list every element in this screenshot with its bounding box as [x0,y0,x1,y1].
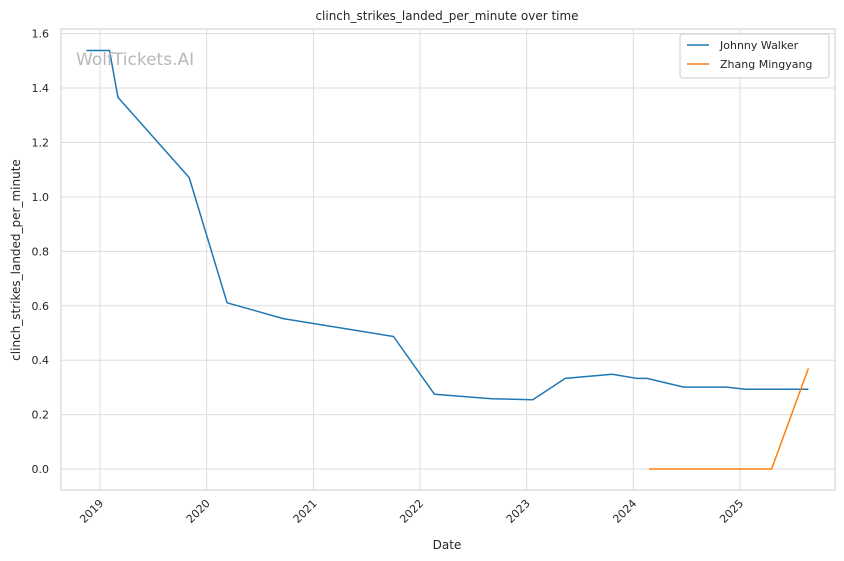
series-line-johnny-walker [86,49,809,401]
y-tick-label: 1.2 [32,136,50,149]
chart-title: clinch_strikes_landed_per_minute over ti… [315,9,578,23]
legend-label-zhang-mingyang: Zhang Mingyang [720,58,812,71]
series-line-zhang-mingyang [649,368,810,470]
grid-lines [61,29,835,490]
y-tick-label: 0.0 [32,463,50,476]
plot-frame [60,28,836,491]
y-tick-label: 0.4 [32,354,50,367]
legend-label-johnny-walker: Johnny Walker [719,39,799,52]
y-tick-label: 0.2 [32,409,50,422]
plot-area [60,28,836,491]
y-tick-label: 1.6 [32,28,50,41]
y-axis-title: clinch_strikes_landed_per_minute [9,159,23,361]
legend: Johnny Walker Zhang Mingyang [679,33,830,79]
series-layer [86,49,810,470]
y-tick-label: 1.0 [32,191,50,204]
legend-box [679,33,830,79]
y-tick-label: 0.8 [32,245,50,258]
x-axis-title: Date [433,538,462,552]
watermark-text: WolfTickets.AI [76,50,194,70]
y-tick-label: 0.6 [32,300,50,313]
y-axis-ticks: 0.0 0.2 0.4 0.6 0.8 1.0 1.2 1.4 1.6 [32,28,50,476]
y-tick-label: 1.4 [32,82,50,95]
